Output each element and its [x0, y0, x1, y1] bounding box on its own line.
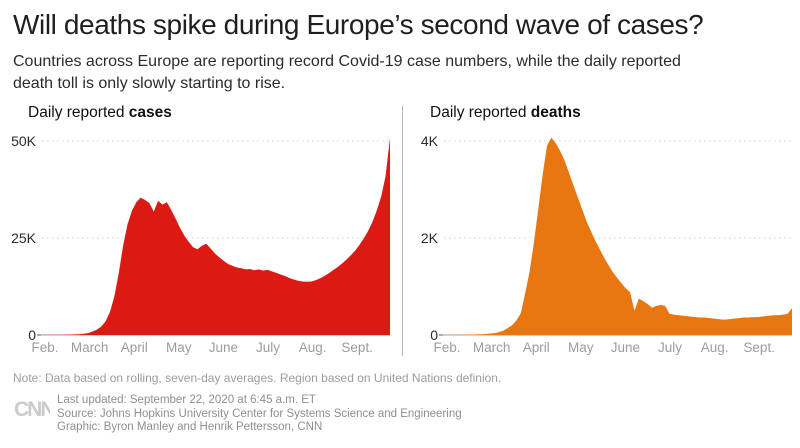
cnn-logo-text: CNN	[14, 398, 50, 421]
svg-text:July: July	[658, 340, 682, 355]
footer-last-updated: Last updated: September 22, 2020 at 6:45…	[57, 394, 316, 406]
cnn-logo-icon: CNN	[14, 398, 50, 421]
footer-source: Source: Johns Hopkins University Center …	[57, 407, 462, 420]
deaths-panel: Daily reported deaths 4K 2K 0 Feb. March Apri…	[412, 104, 800, 362]
panel-divider	[402, 106, 403, 356]
page-title: Will deaths spike during Europe’s second…	[13, 9, 704, 40]
deaths-chart-title: Daily reported deaths	[430, 104, 800, 124]
footer-graphic-credit: Graphic: Byron Manley and Henrik Petters…	[57, 421, 323, 433]
footer-credits: Last updated: September 22, 2020 at 6:45…	[57, 394, 462, 435]
svg-text:March: March	[473, 340, 511, 355]
svg-text:4K: 4K	[421, 133, 439, 149]
svg-text:2K: 2K	[421, 230, 439, 246]
footnote: Note: Data based on rolling, seven-day a…	[13, 371, 502, 385]
cases-chart-title: Daily reported cases	[28, 104, 398, 124]
svg-text:50K: 50K	[11, 133, 37, 149]
cases-chart-title-prefix: Daily reported	[28, 104, 129, 121]
cases-panel: Daily reported cases 50K 25K 0 Feb. March Apr…	[10, 104, 398, 362]
cases-chart-title-bold: cases	[128, 104, 172, 121]
svg-text:Aug.: Aug.	[299, 340, 327, 355]
svg-text:0: 0	[28, 327, 36, 343]
svg-text:Sept.: Sept.	[341, 340, 373, 355]
svg-text:June: June	[611, 340, 640, 355]
svg-text:May: May	[568, 340, 594, 355]
svg-text:Feb.: Feb.	[31, 340, 58, 355]
svg-text:May: May	[166, 340, 192, 355]
svg-text:July: July	[256, 340, 280, 355]
svg-text:June: June	[209, 340, 238, 355]
svg-text:April: April	[121, 340, 148, 355]
svg-text:April: April	[523, 340, 550, 355]
svg-text:25K: 25K	[11, 230, 37, 246]
svg-text:March: March	[71, 340, 109, 355]
deaths-chart-title-bold: deaths	[530, 104, 581, 121]
svg-text:Feb.: Feb.	[433, 340, 460, 355]
svg-text:Aug.: Aug.	[701, 340, 729, 355]
page-subtitle: Countries across Europe are reporting re…	[13, 53, 681, 92]
deaths-chart-title-prefix: Daily reported	[430, 104, 531, 121]
svg-text:0: 0	[430, 327, 438, 343]
svg-text:Sept.: Sept.	[743, 340, 775, 355]
